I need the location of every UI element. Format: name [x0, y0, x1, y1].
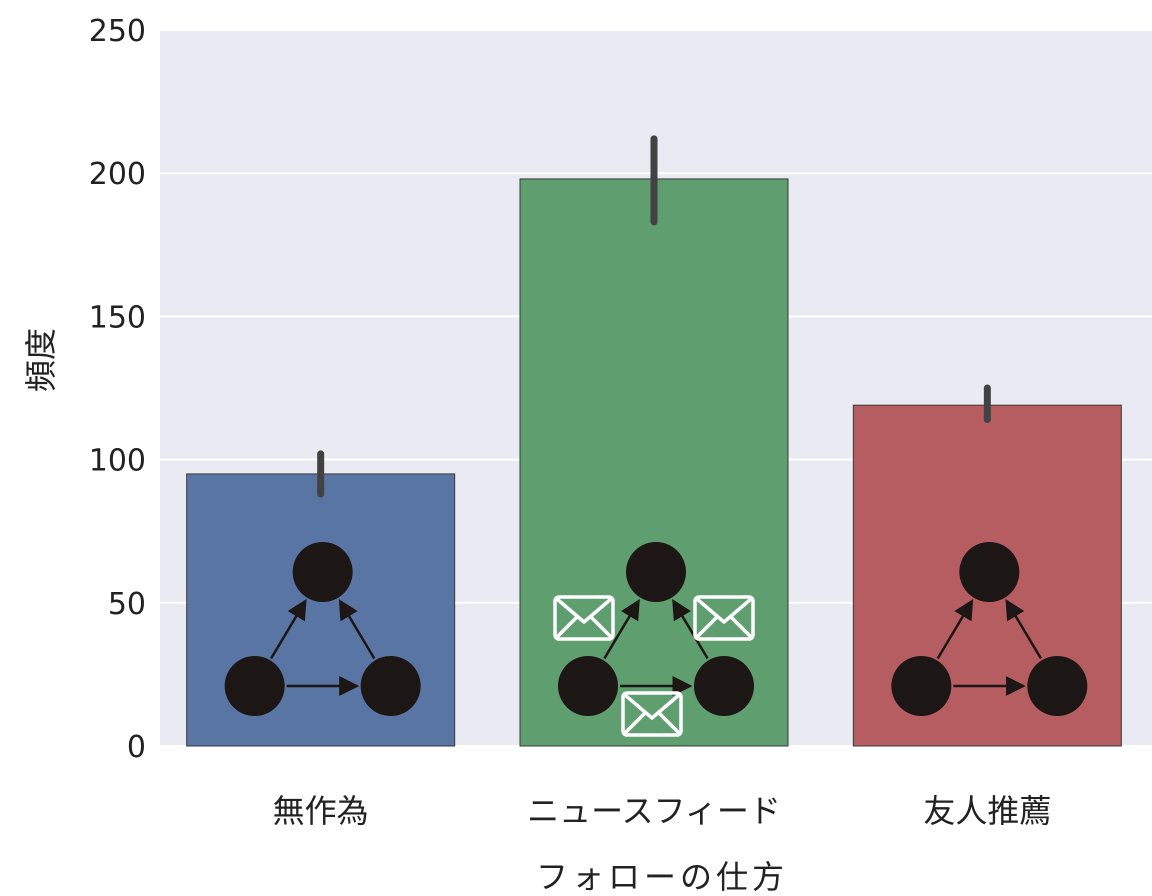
network-node [891, 656, 952, 716]
network-node [224, 656, 285, 716]
network-arrow [603, 599, 640, 660]
network-arrow [936, 599, 974, 660]
error-bars [317, 135, 991, 498]
y-tick-label: 250 [89, 14, 146, 49]
x-tick-label: 友人推薦 [923, 792, 1051, 830]
envelope-icon [693, 595, 755, 641]
network-icons [224, 542, 1088, 737]
network-node [626, 542, 686, 602]
triangle-network-icon [891, 542, 1088, 716]
x-axis-title: フォローの仕方 [536, 858, 788, 896]
network-node [694, 656, 754, 716]
network-node [1027, 656, 1088, 716]
triangle-network-icon [224, 542, 421, 716]
y-tick-label: 0 [127, 730, 146, 765]
network-arrow [1005, 599, 1043, 660]
envelope-icon [553, 595, 615, 641]
bar [186, 473, 456, 747]
x-axis-labels: 無作為 ニュースフィード 友人推薦 [273, 792, 1052, 830]
y-tick-label: 100 [89, 444, 146, 479]
y-tick-label: 50 [108, 587, 146, 622]
network-node [959, 542, 1020, 602]
y-axis-title: 頻度 [22, 328, 60, 392]
network-arrow [672, 599, 709, 660]
network-node [558, 656, 618, 716]
y-tick-label: 200 [89, 157, 146, 192]
x-tick-label: 無作為 [273, 792, 369, 830]
x-tick-label: ニュースフィード [527, 792, 781, 830]
network-arrow [269, 599, 307, 660]
y-tick-label: 150 [89, 300, 146, 335]
y-axis-ticks: 0 50 100 150 200 250 [89, 14, 146, 765]
triangle-network-with-envelopes-icon [553, 542, 755, 737]
network-arrow [338, 599, 376, 660]
network-node [360, 656, 421, 716]
envelope-icon [621, 691, 683, 737]
network-node [292, 542, 353, 602]
bar [519, 178, 789, 747]
